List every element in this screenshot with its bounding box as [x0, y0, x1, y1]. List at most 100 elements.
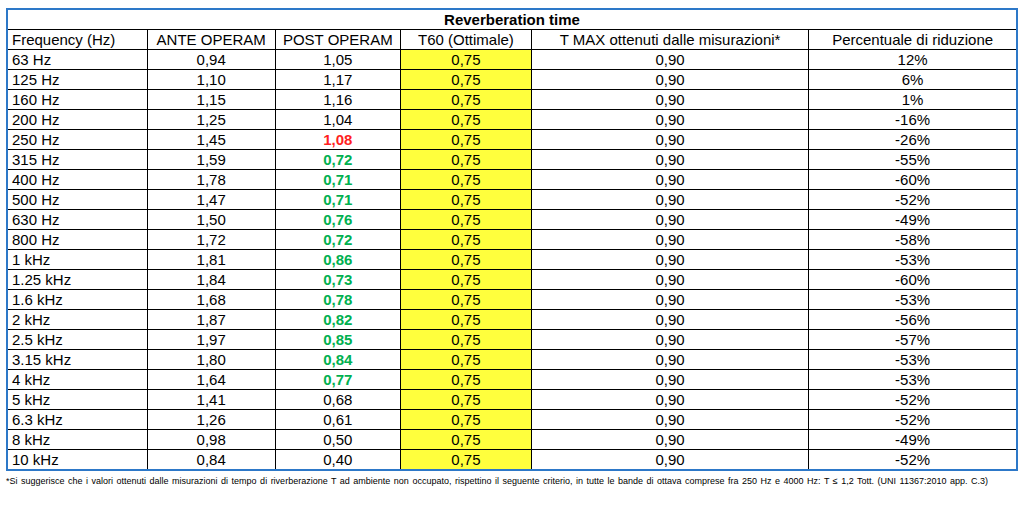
- table-row: 160 Hz1,151,160,750,901%: [7, 90, 1017, 110]
- cell-frequency: 10 kHz: [7, 450, 147, 471]
- cell-frequency: 250 Hz: [7, 130, 147, 150]
- cell-t-max: 0,90: [531, 430, 808, 450]
- cell-t60-ottimale: 0,75: [400, 170, 531, 190]
- cell-t60-ottimale: 0,75: [400, 190, 531, 210]
- cell-ante-operam: 1,81: [147, 250, 275, 270]
- cell-percentuale: -26%: [809, 130, 1017, 150]
- table-row: 315 Hz1,590,720,750,90-55%: [7, 150, 1017, 170]
- cell-percentuale: -52%: [809, 410, 1017, 430]
- cell-percentuale: -60%: [809, 270, 1017, 290]
- table-row: 250 Hz1,451,080,750,90-26%: [7, 130, 1017, 150]
- cell-frequency: 400 Hz: [7, 170, 147, 190]
- cell-t-max: 0,90: [531, 150, 808, 170]
- cell-t-max: 0,90: [531, 50, 808, 70]
- cell-t-max: 0,90: [531, 270, 808, 290]
- cell-ante-operam: 1,25: [147, 110, 275, 130]
- cell-ante-operam: 1,64: [147, 370, 275, 390]
- cell-ante-operam: 1,68: [147, 290, 275, 310]
- cell-frequency: 2.5 kHz: [7, 330, 147, 350]
- cell-ante-operam: 1,26: [147, 410, 275, 430]
- cell-percentuale: -56%: [809, 310, 1017, 330]
- cell-t-max: 0,90: [531, 130, 808, 150]
- cell-t60-ottimale: 0,75: [400, 90, 531, 110]
- cell-t60-ottimale: 0,75: [400, 410, 531, 430]
- cell-percentuale: -53%: [809, 250, 1017, 270]
- table-row: 400 Hz1,780,710,750,90-60%: [7, 170, 1017, 190]
- table-title: Reverberation time: [7, 9, 1017, 30]
- cell-t-max: 0,90: [531, 310, 808, 330]
- cell-post-operam: 1,04: [275, 110, 400, 130]
- table-row: 200 Hz1,251,040,750,90-16%: [7, 110, 1017, 130]
- cell-t60-ottimale: 0,75: [400, 430, 531, 450]
- cell-ante-operam: 1,59: [147, 150, 275, 170]
- cell-post-operam: 0,76: [275, 210, 400, 230]
- cell-ante-operam: 0,84: [147, 450, 275, 471]
- cell-post-operam: 1,16: [275, 90, 400, 110]
- footnote-text: *Si suggerisce che i valori ottenuti dal…: [6, 476, 1018, 486]
- cell-t-max: 0,90: [531, 230, 808, 250]
- cell-ante-operam: 1,97: [147, 330, 275, 350]
- cell-t-max: 0,90: [531, 450, 808, 471]
- cell-post-operam: 0,50: [275, 430, 400, 450]
- cell-frequency: 6.3 kHz: [7, 410, 147, 430]
- cell-post-operam: 0,82: [275, 310, 400, 330]
- cell-t-max: 0,90: [531, 390, 808, 410]
- cell-post-operam: 1,08: [275, 130, 400, 150]
- cell-frequency: 200 Hz: [7, 110, 147, 130]
- cell-post-operam: 0,73: [275, 270, 400, 290]
- cell-frequency: 125 Hz: [7, 70, 147, 90]
- cell-t-max: 0,90: [531, 170, 808, 190]
- table-row: 4 kHz1,640,770,750,90-53%: [7, 370, 1017, 390]
- cell-frequency: 1.25 kHz: [7, 270, 147, 290]
- cell-t60-ottimale: 0,75: [400, 370, 531, 390]
- cell-t-max: 0,90: [531, 290, 808, 310]
- cell-t60-ottimale: 0,75: [400, 230, 531, 250]
- cell-frequency: 8 kHz: [7, 430, 147, 450]
- cell-percentuale: 1%: [809, 90, 1017, 110]
- table-row: 1.6 kHz1,680,780,750,90-53%: [7, 290, 1017, 310]
- cell-frequency: 2 kHz: [7, 310, 147, 330]
- cell-t60-ottimale: 0,75: [400, 50, 531, 70]
- cell-t60-ottimale: 0,75: [400, 390, 531, 410]
- cell-t-max: 0,90: [531, 410, 808, 430]
- cell-post-operam: 1,05: [275, 50, 400, 70]
- cell-frequency: 500 Hz: [7, 190, 147, 210]
- cell-t-max: 0,90: [531, 350, 808, 370]
- cell-frequency: 315 Hz: [7, 150, 147, 170]
- cell-t-max: 0,90: [531, 70, 808, 90]
- cell-frequency: 63 Hz: [7, 50, 147, 70]
- table-row: 500 Hz1,470,710,750,90-52%: [7, 190, 1017, 210]
- document-page: Reverberation time Frequency (Hz)ANTE OP…: [0, 0, 1024, 486]
- table-row: 1 kHz1,810,860,750,90-53%: [7, 250, 1017, 270]
- cell-t-max: 0,90: [531, 370, 808, 390]
- table-row: 2.5 kHz1,970,850,750,90-57%: [7, 330, 1017, 350]
- reverberation-time-table: Reverberation time Frequency (Hz)ANTE OP…: [6, 8, 1018, 471]
- cell-post-operam: 0,72: [275, 150, 400, 170]
- cell-post-operam: 0,78: [275, 290, 400, 310]
- cell-percentuale: -49%: [809, 210, 1017, 230]
- table-row: 8 kHz0,980,500,750,90-49%: [7, 430, 1017, 450]
- cell-ante-operam: 1,47: [147, 190, 275, 210]
- cell-t-max: 0,90: [531, 250, 808, 270]
- cell-t-max: 0,90: [531, 90, 808, 110]
- cell-ante-operam: 1,15: [147, 90, 275, 110]
- table-row: 5 kHz1,410,680,750,90-52%: [7, 390, 1017, 410]
- cell-ante-operam: 1,80: [147, 350, 275, 370]
- cell-t60-ottimale: 0,75: [400, 130, 531, 150]
- cell-ante-operam: 1,41: [147, 390, 275, 410]
- cell-percentuale: -60%: [809, 170, 1017, 190]
- table-title-row: Reverberation time: [7, 9, 1017, 30]
- cell-t60-ottimale: 0,75: [400, 450, 531, 471]
- cell-t60-ottimale: 0,75: [400, 330, 531, 350]
- cell-t60-ottimale: 0,75: [400, 70, 531, 90]
- cell-t-max: 0,90: [531, 110, 808, 130]
- cell-ante-operam: 0,98: [147, 430, 275, 450]
- cell-post-operam: 0,84: [275, 350, 400, 370]
- table-row: 6.3 kHz1,260,610,750,90-52%: [7, 410, 1017, 430]
- cell-ante-operam: 1,87: [147, 310, 275, 330]
- cell-post-operam: 0,40: [275, 450, 400, 471]
- cell-percentuale: -49%: [809, 430, 1017, 450]
- cell-t60-ottimale: 0,75: [400, 270, 531, 290]
- cell-t60-ottimale: 0,75: [400, 150, 531, 170]
- cell-percentuale: -52%: [809, 450, 1017, 471]
